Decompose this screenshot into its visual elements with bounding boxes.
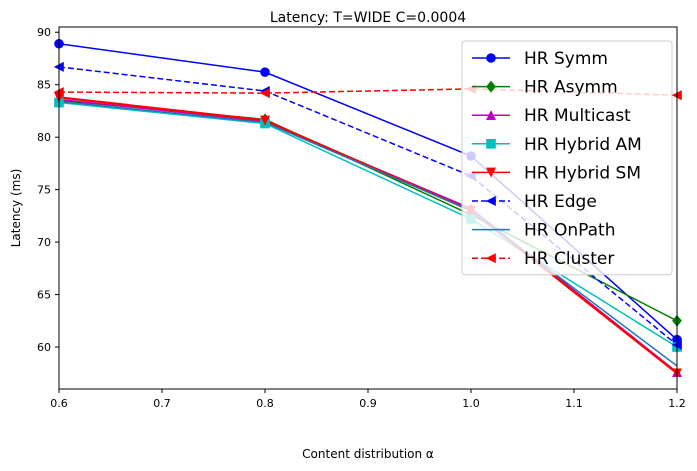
chart-title: Latency: T=WIDE C=0.0004 [270,10,466,26]
x-tick-label: 1.1 [565,397,583,410]
y-axis-ticks: 60 65 70 75 80 85 90 [37,26,59,354]
x-tick-label: 0.8 [256,397,274,410]
legend-marker-hr-edge [485,196,496,206]
legend-box [461,40,673,276]
legend-marker-hr-hybrid-am [486,139,496,149]
x-axis-ticks: 0.6 0.7 0.8 0.9 1.0 1.1 1.2 [50,389,686,410]
legend-marker-hr-multicast [486,110,496,120]
x-tick-label: 0.6 [50,397,68,410]
legend-label-hr-hybrid-sm: HR Hybrid SM [524,163,641,183]
legend-label-hr-edge: HR Edge [524,192,597,212]
y-tick-label: 80 [37,131,51,144]
legend-marker-hr-cluster [485,253,496,264]
legend-marker-hr-hybrid-sm [486,167,496,178]
data-point-hr-cluster [259,88,270,99]
legend: HR Symm HR Asymm HR Multicast HR Hybrid AM H… [461,40,673,276]
legend-marker-hr-symm [486,53,496,63]
series-line-hr-hybrid-sm [59,96,677,375]
data-point-hr-symm [260,67,270,77]
series-line-hr-onpath [59,100,677,367]
legend-label-hr-onpath: HR OnPath [524,221,616,241]
y-tick-label: 70 [37,236,51,249]
y-tick-label: 85 [37,79,51,92]
legend-label-hr-symm: HR Symm [524,49,608,69]
legend-label-hr-cluster: HR Cluster [524,249,614,269]
legend-label-hr-multicast: HR Multicast [524,106,631,126]
legend-label-hr-asymm: HR Asymm [524,78,618,98]
legend-marker-hr-asymm [486,80,496,93]
legend-label-hr-hybrid-am: HR Hybrid AM [524,135,642,155]
x-axis-label: Content distribution α [302,447,434,461]
x-tick-label: 1.2 [668,397,686,410]
y-tick-label: 65 [37,289,51,302]
data-point-hr-hybrid-sm [260,115,270,126]
y-tick-label: 60 [37,341,51,354]
y-axis-label: Latency (ms) [9,169,23,248]
x-tick-label: 0.9 [359,397,377,410]
series-layer [59,43,677,375]
series-line-hr-hybrid-am [59,101,677,348]
x-tick-label: 0.7 [153,397,171,410]
x-tick-label: 1.0 [462,397,480,410]
y-tick-label: 90 [37,26,51,39]
y-tick-label: 75 [37,184,51,197]
